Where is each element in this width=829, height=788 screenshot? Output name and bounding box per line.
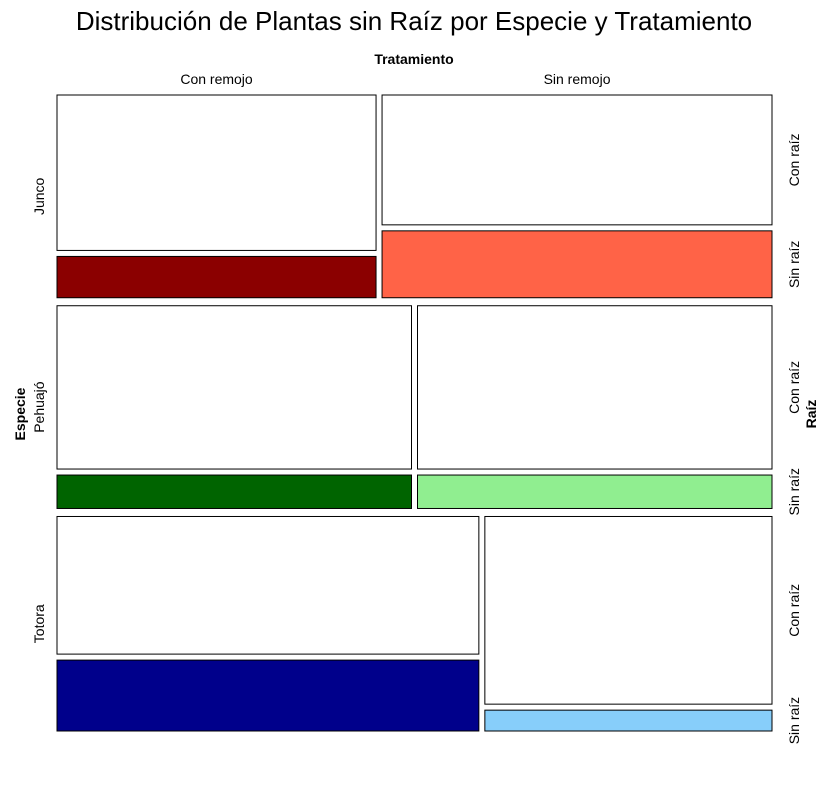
tile-con-raiz: [417, 305, 773, 470]
tile-con-raiz: [56, 305, 412, 470]
tile-sin-raiz: [56, 474, 412, 509]
species-labels: Junco Pehuajó Totora: [31, 177, 47, 643]
tile-sin-raiz: [417, 474, 773, 509]
tile-con-raiz: [484, 515, 773, 705]
tile-con-raiz: [56, 515, 480, 655]
tile-sin-raiz: [381, 230, 773, 299]
right-variable-label: Raíz: [803, 400, 819, 429]
treatment-labels: Con remojo Sin remojo: [180, 71, 610, 87]
mosaic-tiles: [56, 94, 773, 732]
tile-sin-raiz: [484, 709, 773, 732]
y-variable-label: Especie: [12, 387, 28, 440]
species-label: Pehuajó: [31, 381, 47, 433]
x-variable-label: Tratamiento: [374, 51, 453, 67]
tile-sin-raiz: [56, 659, 480, 732]
tile-con-raiz: [381, 94, 773, 226]
root-label-sin: Sin raíz: [786, 241, 802, 288]
treatment-label: Con remojo: [180, 71, 253, 87]
root-label-con: Con raíz: [786, 133, 802, 186]
root-label-sin: Sin raíz: [786, 697, 802, 744]
chart-title: Distribución de Plantas sin Raíz por Esp…: [76, 6, 752, 36]
root-label-sin: Sin raíz: [786, 468, 802, 515]
species-label: Totora: [31, 604, 47, 643]
root-label-con: Con raíz: [786, 584, 802, 637]
tile-sin-raiz: [56, 255, 377, 299]
root-label-con: Con raíz: [786, 361, 802, 414]
tile-con-raiz: [56, 94, 377, 251]
root-labels: Con raíz Sin raíz Con raíz Sin raíz Con raíz…: [786, 133, 802, 744]
treatment-label: Sin remojo: [544, 71, 611, 87]
species-label: Junco: [31, 177, 47, 215]
